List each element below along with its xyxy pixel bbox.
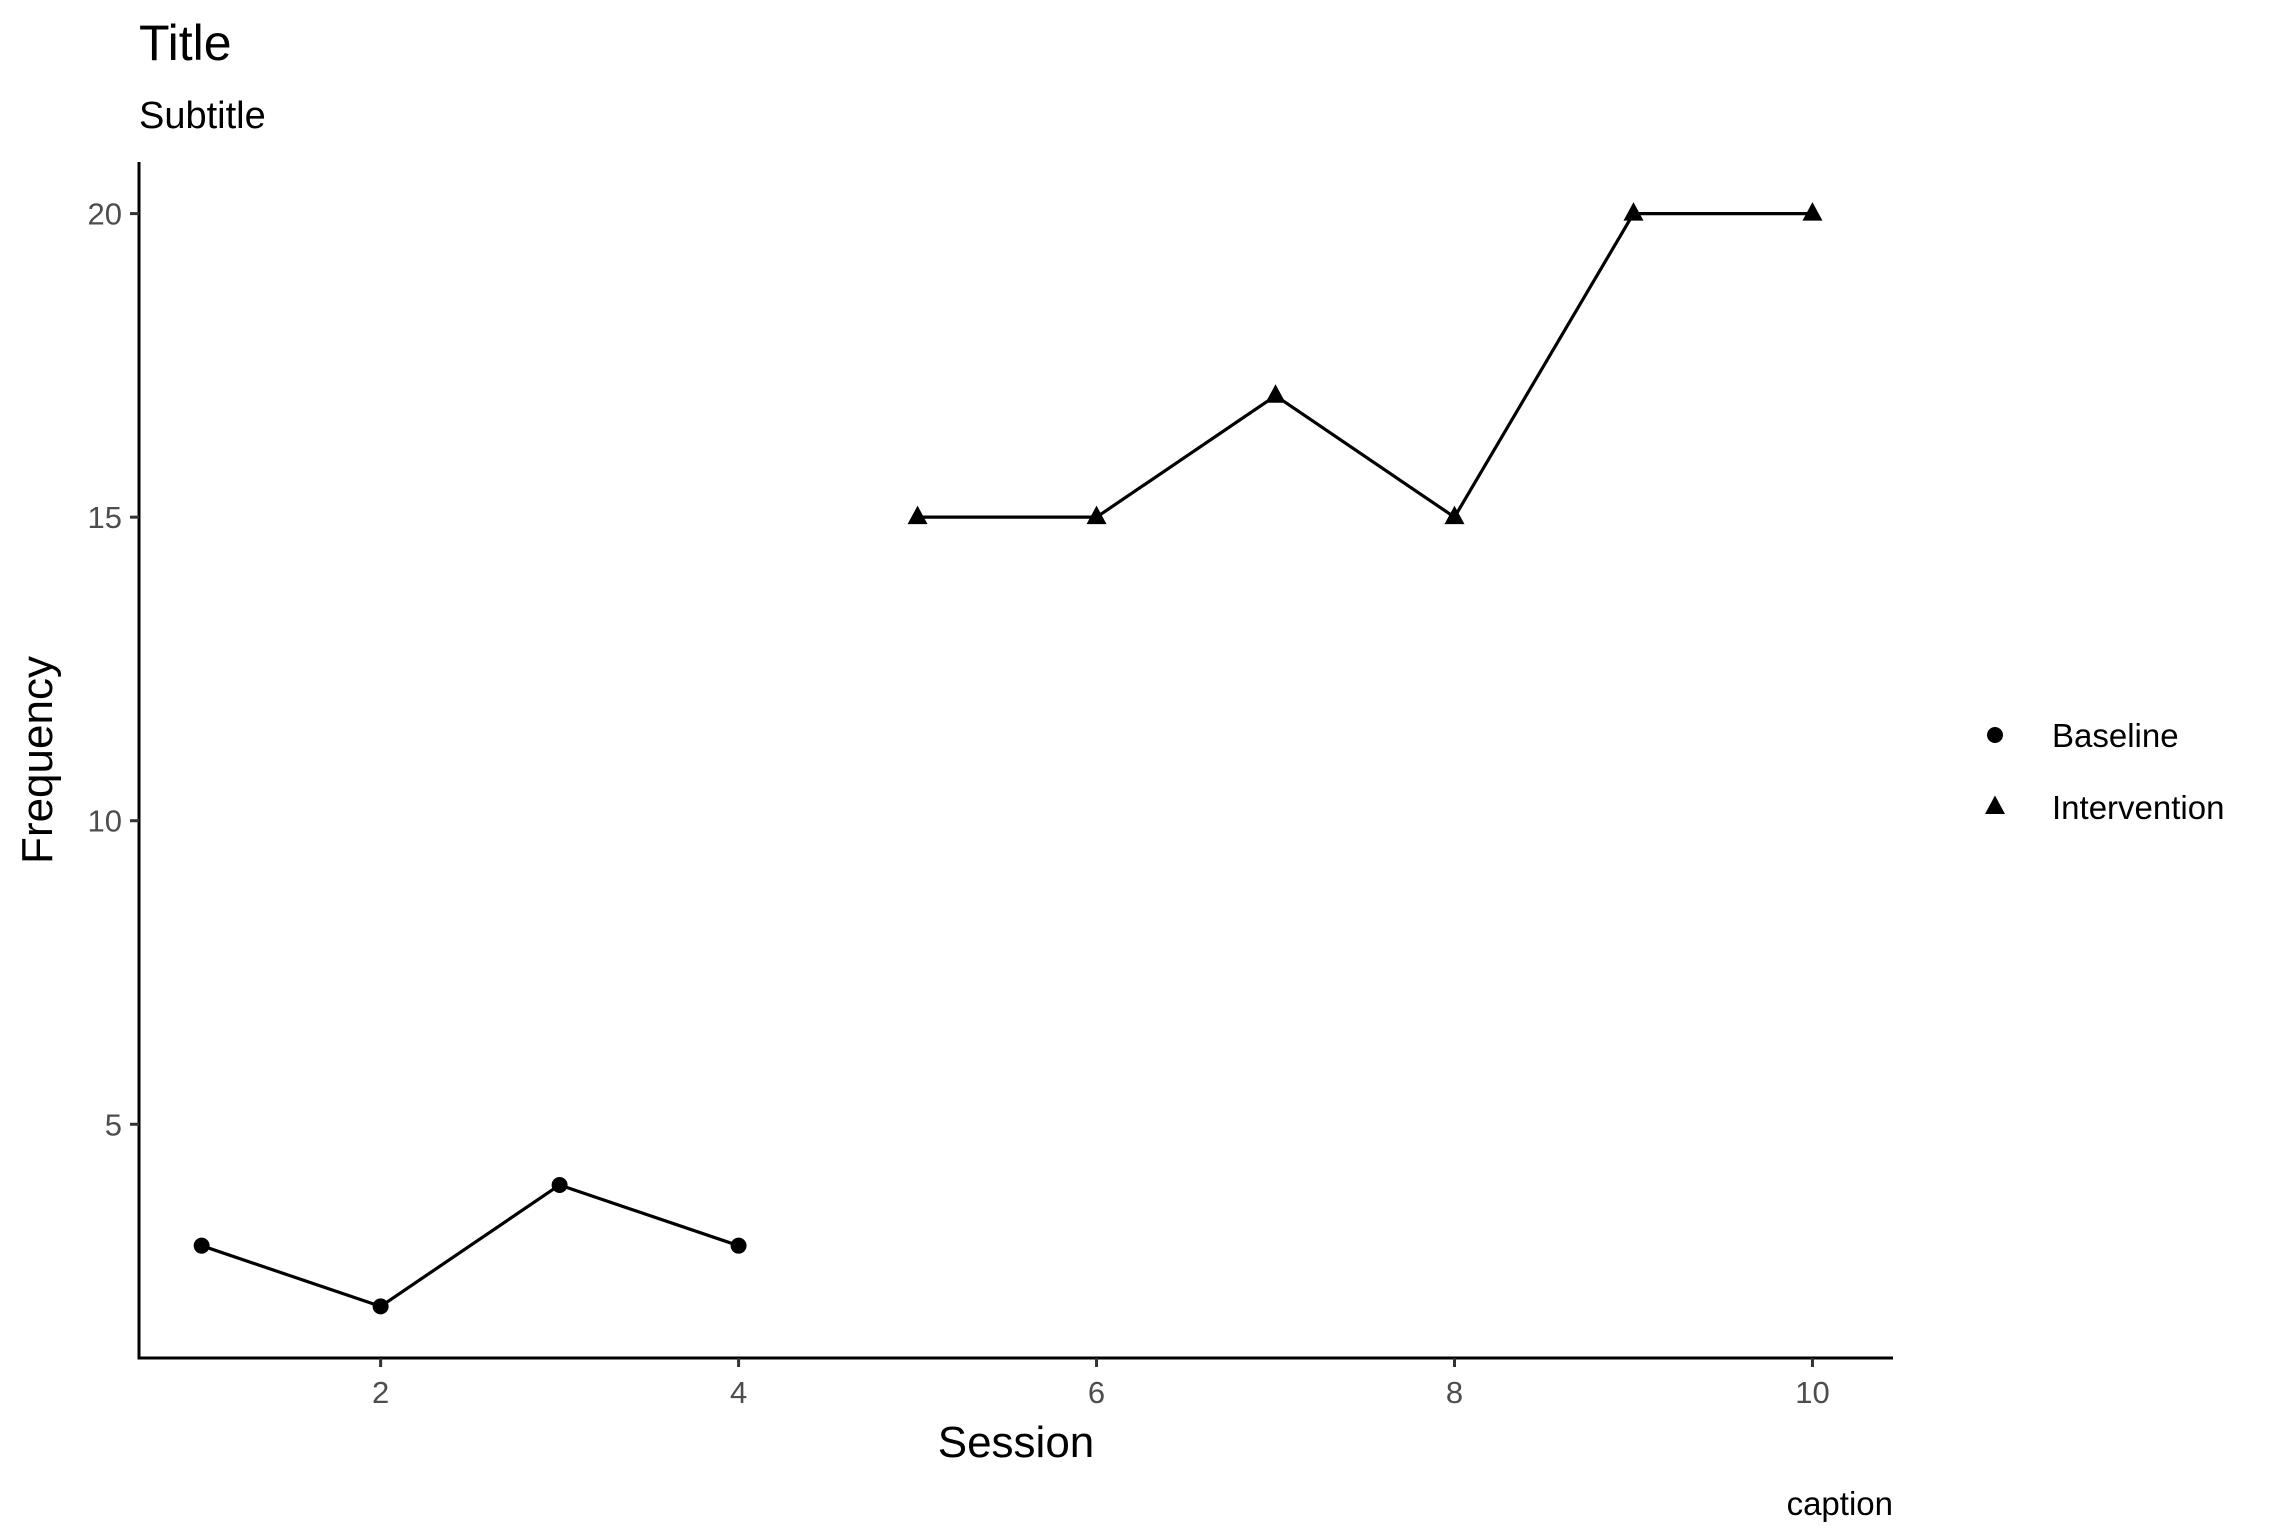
data-point bbox=[1265, 384, 1286, 403]
chart-caption: caption bbox=[1787, 1485, 1893, 1522]
legend-label: Intervention bbox=[2052, 789, 2224, 826]
x-tick-label: 10 bbox=[1795, 1375, 1829, 1410]
data-point bbox=[1086, 505, 1107, 525]
x-tick-label: 4 bbox=[730, 1375, 747, 1410]
data-point bbox=[1444, 505, 1465, 525]
plot-area: 5 10 15 20 2 4 6 8 10 bbox=[88, 162, 1893, 1410]
series-line bbox=[917, 212, 1813, 519]
y-ticks: 5 10 15 20 bbox=[88, 197, 139, 1142]
y-axis-title: Frequency bbox=[13, 656, 62, 864]
chart-title: Title bbox=[139, 15, 232, 71]
data-point bbox=[551, 1176, 568, 1193]
data-point bbox=[372, 1298, 389, 1315]
data-point bbox=[730, 1237, 747, 1254]
legend-item-intervention: Intervention bbox=[1985, 789, 2224, 826]
legend: Baseline Intervention bbox=[1985, 717, 2224, 826]
legend-label: Baseline bbox=[2052, 717, 2179, 754]
y-tick-label: 20 bbox=[88, 197, 122, 232]
x-ticks: 2 4 6 8 10 bbox=[372, 1358, 1830, 1410]
legend-key bbox=[1987, 727, 2003, 743]
series-layer bbox=[193, 202, 1823, 1315]
x-axis-title: Session bbox=[938, 1418, 1095, 1467]
x-tick-label: 6 bbox=[1088, 1375, 1105, 1410]
data-point bbox=[193, 1237, 210, 1254]
series-baseline bbox=[193, 1176, 747, 1315]
chart-subtitle: Subtitle bbox=[139, 95, 266, 137]
data-point bbox=[907, 505, 928, 525]
y-tick-label: 5 bbox=[105, 1107, 122, 1142]
y-tick-label: 10 bbox=[88, 804, 122, 839]
legend-item-baseline: Baseline bbox=[1987, 717, 2179, 754]
legend-key bbox=[1985, 795, 2005, 814]
data-point bbox=[1623, 202, 1644, 221]
series-line bbox=[201, 1183, 740, 1308]
data-point bbox=[1802, 202, 1823, 221]
x-tick-label: 2 bbox=[372, 1375, 389, 1410]
y-tick-label: 15 bbox=[88, 500, 122, 535]
x-tick-label: 8 bbox=[1446, 1375, 1463, 1410]
series-intervention bbox=[907, 202, 1823, 525]
